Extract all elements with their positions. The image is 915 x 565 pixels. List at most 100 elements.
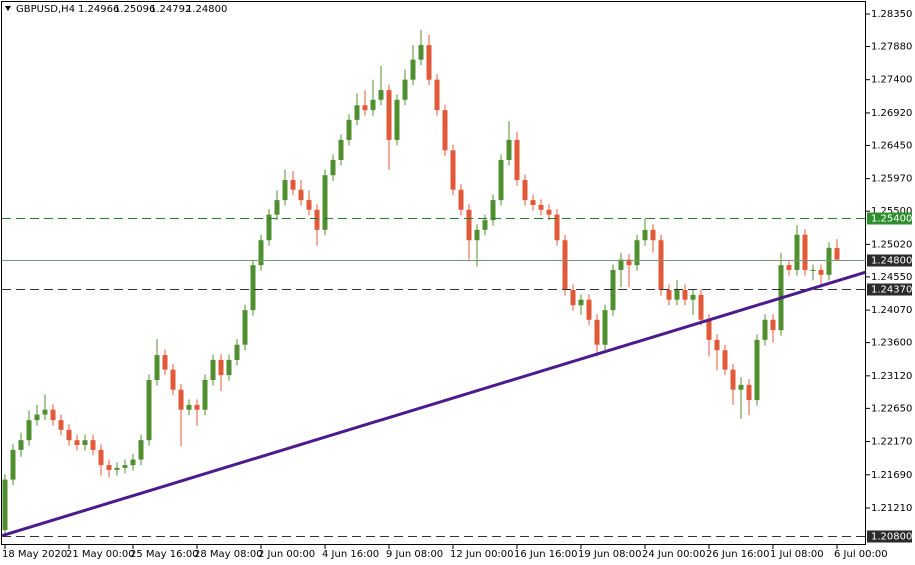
candle-body (562, 240, 568, 291)
y-tick-label: 1.27400 (871, 75, 912, 86)
header-open: 1.24966 (78, 4, 119, 15)
candle-body (474, 229, 480, 241)
candle-body (754, 339, 760, 401)
y-tick-label: 1.26920 (871, 108, 912, 119)
candle-body (114, 467, 120, 470)
y-tick-label: 1.22170 (871, 437, 912, 448)
candle-body (802, 234, 808, 270)
y-tick-label: 1.28350 (871, 9, 912, 20)
candle-body (298, 189, 304, 201)
price-level-label: 1.20800 (871, 532, 912, 543)
candle-body (266, 214, 272, 241)
candle-body (682, 290, 688, 300)
candle-body (194, 404, 200, 410)
candle-body (218, 359, 224, 376)
candle-body (450, 150, 456, 190)
candle-body (170, 369, 176, 390)
x-tick-label: 6 Jul 00:00 (834, 549, 888, 560)
candle-body (34, 414, 40, 421)
candle-body (10, 449, 16, 480)
candle-body (698, 294, 704, 320)
x-tick-label: 21 May 00:00 (66, 549, 135, 560)
candle-body (130, 459, 136, 466)
price-level-box (867, 283, 912, 296)
candle-body (610, 269, 616, 311)
candle-body (810, 269, 816, 271)
candle-body (746, 384, 752, 401)
y-tick-label: 1.25020 (871, 239, 912, 250)
candle-body (730, 369, 736, 390)
candle-body (634, 240, 640, 266)
candle-body (442, 110, 448, 151)
candle-body (50, 409, 56, 421)
y-tick-label: 1.26450 (871, 140, 912, 151)
candle-body (570, 290, 576, 306)
x-tick-label: 1 Jul 08:00 (770, 549, 824, 560)
candle-body (434, 79, 440, 111)
y-tick-label: 1.23120 (871, 371, 912, 382)
candle-body (74, 440, 80, 446)
candle-body (26, 420, 32, 441)
candle-body (674, 290, 680, 300)
candle-body (522, 180, 528, 201)
candle-body (282, 180, 288, 201)
candle-body (258, 240, 264, 266)
candle-body (466, 209, 472, 241)
candle-body (250, 265, 256, 311)
menu-arrow[interactable] (5, 6, 11, 11)
candle-body (2, 479, 8, 531)
candle-body (658, 240, 664, 291)
candle-body (490, 200, 496, 221)
candle-body (154, 355, 160, 380)
y-tick-label: 1.21690 (871, 470, 912, 481)
candle-body (794, 234, 800, 270)
candle-body (530, 200, 536, 205)
candle-body (666, 290, 672, 300)
candle-body (338, 139, 344, 160)
candle-body (202, 379, 208, 410)
candle-body (410, 59, 416, 80)
trendline (1, 270, 867, 538)
candle-body (738, 384, 744, 390)
x-tick-label: 12 Jun 00:00 (450, 549, 514, 560)
x-tick-label: 9 Jun 08:00 (386, 549, 443, 560)
y-tick-label: 1.24550 (871, 272, 912, 283)
candle-body (722, 350, 728, 370)
y-tick-label: 1.27880 (871, 41, 912, 52)
candle-body (122, 465, 128, 468)
candle-body (234, 344, 240, 360)
candle-body (98, 449, 104, 466)
candle-body (66, 429, 72, 441)
candle-body (42, 409, 48, 415)
x-tick-label: 28 May 08:00 (194, 549, 263, 560)
candle-body (186, 404, 192, 410)
candle-body (146, 379, 152, 441)
candle-body (18, 440, 24, 450)
candle-body (770, 319, 776, 331)
y-tick-label: 1.24070 (871, 305, 912, 316)
candle-body (378, 90, 384, 100)
candle-body (58, 420, 64, 430)
x-tick-label: 2 Jun 00:00 (258, 549, 315, 560)
x-tick-label: 16 Jun 16:00 (514, 549, 578, 560)
price-level-box (867, 254, 912, 267)
price-level-box (867, 212, 912, 225)
candle-body (274, 200, 280, 215)
candle-body (706, 319, 712, 340)
candle-body (178, 389, 184, 410)
price-level-label: 1.25400 (871, 214, 912, 225)
price-level-box (867, 530, 912, 543)
y-tick-label: 1.23600 (871, 338, 912, 349)
x-tick-label: 4 Jun 16:00 (322, 549, 379, 560)
y-tick-label: 1.25970 (871, 174, 912, 185)
candle-body (618, 259, 624, 270)
candle-body (586, 299, 592, 320)
candle-body (546, 209, 552, 215)
candle-body (290, 180, 296, 190)
x-tick-label: 25 May 16:00 (130, 549, 199, 560)
x-tick-label: 26 Jun 16:00 (706, 549, 770, 560)
candle-body (594, 319, 600, 345)
